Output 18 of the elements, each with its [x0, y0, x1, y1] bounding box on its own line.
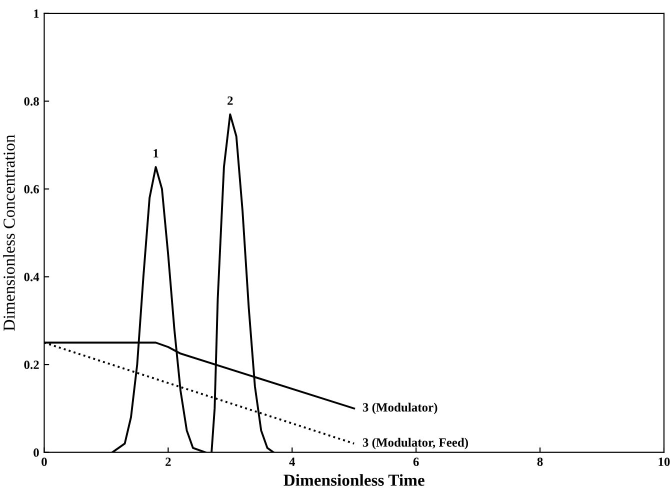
y-tick-label: 0.4	[24, 272, 40, 282]
x-tick-label: 8	[537, 458, 543, 466]
y-tick-label: 0.8	[24, 97, 39, 106]
y-axis-title: Dimensionless Concentration	[3, 134, 15, 331]
x-tick-label: 10	[658, 458, 670, 466]
y-tick-label: 0.2	[24, 360, 39, 370]
y-tick-label: 0.6	[24, 185, 39, 194]
x-axis-title: Dimensionless Time	[284, 474, 424, 486]
series-label: 3 (Modulator, Feed)	[362, 438, 468, 450]
x-tick-label: 4	[289, 458, 296, 466]
x-tick-label: 2	[166, 458, 171, 466]
x-tick-label: 0	[42, 458, 47, 466]
series-label: 2	[228, 96, 233, 105]
y-tick-label: 0	[34, 448, 39, 457]
x-tick-label: 6	[413, 458, 419, 466]
series-label: 1	[154, 149, 158, 158]
series-label: 3 (Modulator)	[362, 402, 438, 414]
y-tick-label: 1	[34, 9, 39, 18]
